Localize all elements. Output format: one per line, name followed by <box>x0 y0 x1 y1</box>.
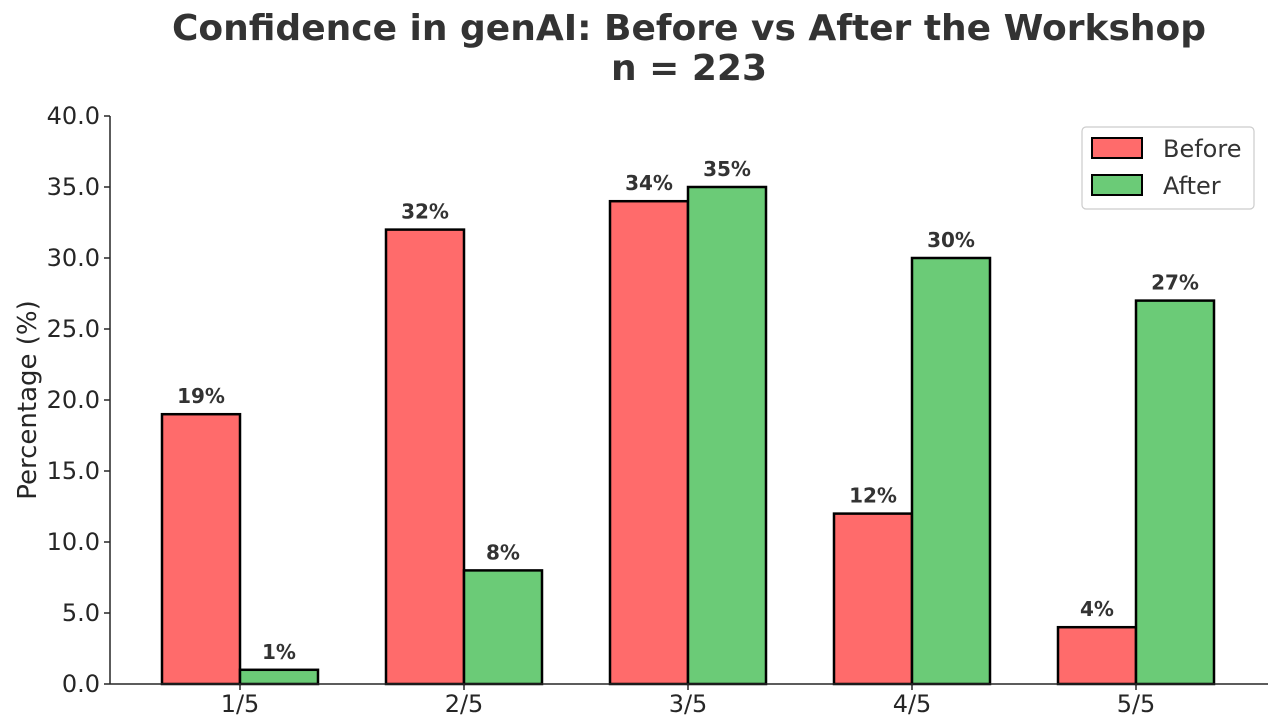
bar-value-label: 1% <box>262 640 296 664</box>
bar-before-5 <box>1056 625 1138 686</box>
y-tick-label: 20.0 <box>47 386 100 414</box>
bar-before-4 <box>832 512 914 686</box>
bar-value-label: 30% <box>927 228 975 252</box>
chart-subtitle: n = 223 <box>611 48 767 89</box>
bar-value-label: 32% <box>401 200 449 224</box>
y-tick-label: 10.0 <box>47 528 100 556</box>
legend-swatch-before <box>1091 137 1143 159</box>
bar-value-label: 4% <box>1080 597 1114 621</box>
bar-before-1 <box>160 412 242 686</box>
legend-label-after: After <box>1163 172 1221 200</box>
bar-before-2 <box>384 228 466 686</box>
legend-swatch-after <box>1091 174 1143 196</box>
bar-value-label: 27% <box>1151 271 1199 295</box>
legend: Before After <box>1081 126 1255 210</box>
x-axis-ticks: 1/5 2/5 3/5 4/5 5/5 <box>221 684 1156 718</box>
y-tick-label: 35.0 <box>47 173 100 201</box>
x-tick-label: 1/5 <box>221 690 260 718</box>
y-axis-title: Percentage (%) <box>13 300 43 500</box>
bar-before-3 <box>608 199 690 686</box>
bar-value-label: 34% <box>625 171 673 195</box>
bar-after-2 <box>462 569 544 686</box>
bar-after-5 <box>1134 299 1216 686</box>
y-tick-label: 30.0 <box>47 244 100 272</box>
axes <box>109 116 1268 685</box>
bar-value-label: 12% <box>849 484 897 508</box>
x-tick-label: 2/5 <box>445 690 484 718</box>
bar-value-label: 8% <box>486 540 520 564</box>
bar-value-label: 35% <box>703 157 751 181</box>
y-tick-label: 0.0 <box>62 670 100 698</box>
y-tick-label: 25.0 <box>47 315 100 343</box>
bar-after-3 <box>686 185 768 686</box>
bar-labels: 19% 1% 32% 8% 34% 35% 12% 30% 4% 27% <box>177 157 1199 664</box>
legend-label-before: Before <box>1163 135 1241 163</box>
x-tick-label: 3/5 <box>669 690 708 718</box>
chart-title-line: Confidence in genAI: Before vs After the… <box>172 8 1206 49</box>
x-tick-label: 4/5 <box>893 690 932 718</box>
bar-after-4 <box>910 256 992 686</box>
chart-title: Confidence in genAI: Before vs After the… <box>172 8 1206 89</box>
y-tick-label: 40.0 <box>47 102 100 130</box>
bars <box>160 185 1216 686</box>
y-axis-ticks: 0.0 5.0 10.0 15.0 20.0 25.0 30.0 35.0 40.0 <box>47 102 110 698</box>
bar-after-1 <box>238 668 320 686</box>
y-tick-label: 15.0 <box>47 457 100 485</box>
y-tick-label: 5.0 <box>62 599 100 627</box>
bar-value-label: 19% <box>177 384 225 408</box>
x-tick-label: 5/5 <box>1117 690 1156 718</box>
